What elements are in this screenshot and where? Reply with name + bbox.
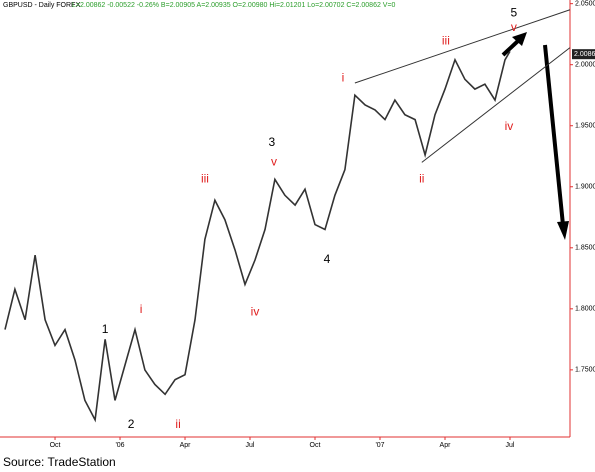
last-price-label: 2.00862 xyxy=(574,51,595,58)
arrow-up xyxy=(501,38,521,57)
wave-label: iv xyxy=(251,305,260,319)
wave-label: iii xyxy=(442,34,450,48)
x-tick-label: Apr xyxy=(440,442,452,449)
y-tick-label: 2.05000 xyxy=(575,1,595,8)
trendline xyxy=(421,47,571,163)
source: Source: TradeStation xyxy=(3,455,116,469)
wave-label: 4 xyxy=(324,252,331,266)
x-tick-label: '06 xyxy=(115,442,124,449)
wave-label: ii xyxy=(175,417,180,431)
x-tick-label: Apr xyxy=(180,442,192,449)
y-tick-label: 1.95000 xyxy=(575,123,595,130)
wave-label: 5 xyxy=(511,6,518,20)
wave-label: v xyxy=(271,155,277,169)
quote-line: L=2.00862 -0.00522 -0.26% B=2.00905 A=2.… xyxy=(72,2,396,9)
arrow-head xyxy=(557,221,569,240)
y-tick-label: 1.80000 xyxy=(575,306,595,313)
wave-label: 2 xyxy=(128,417,135,431)
wave-label: i xyxy=(140,302,143,316)
y-tick-label: 1.85000 xyxy=(575,245,595,252)
price-line xyxy=(4,50,511,423)
arrow-down xyxy=(543,44,565,226)
wave-label: v xyxy=(511,20,517,34)
y-tick-label: 2.00000 xyxy=(575,62,595,69)
x-tick-label: Oct xyxy=(310,442,321,449)
y-tick-label: 1.75000 xyxy=(575,367,595,374)
arrows xyxy=(501,32,569,240)
x-tick-label: '07 xyxy=(375,442,384,449)
wave-label: i xyxy=(342,70,345,84)
x-tick-label: Oct xyxy=(50,442,61,449)
wave-label: ii xyxy=(419,172,424,186)
wave-label: 3 xyxy=(269,135,276,149)
wave-label: 1 xyxy=(102,322,109,336)
x-tick-label: Jul xyxy=(246,442,255,449)
wave-label: iv xyxy=(505,119,514,133)
last-price-box xyxy=(572,49,595,60)
x-tick-label: Jul xyxy=(506,442,515,449)
trendline xyxy=(354,9,571,84)
wave-label: iii xyxy=(201,172,209,186)
arrow-head xyxy=(512,32,527,46)
y-tick-label: 1.90000 xyxy=(575,184,595,191)
chart-header: GBPUSD - Daily FOREX xyxy=(3,2,81,9)
